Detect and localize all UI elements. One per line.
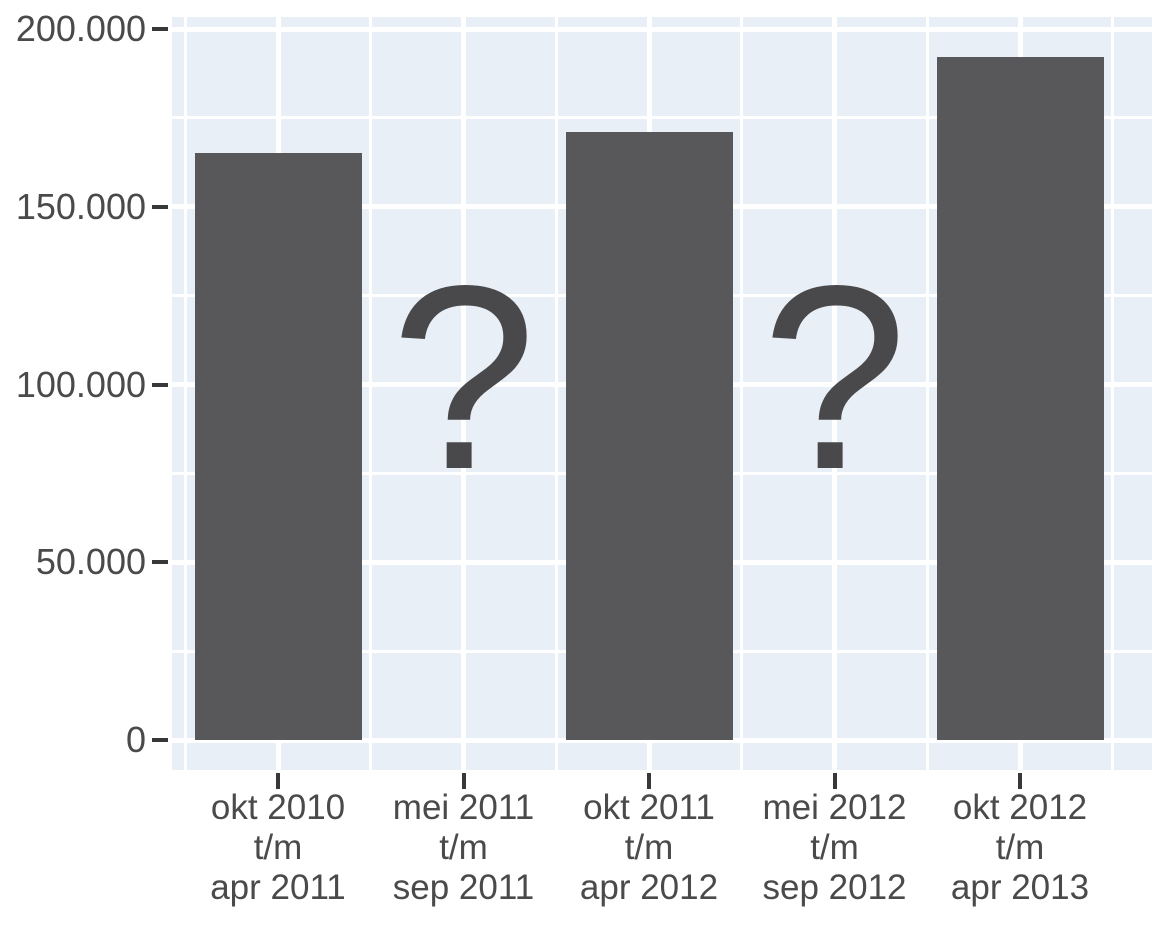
- y-tick-label: 200.000: [0, 9, 146, 49]
- gridline-minor-vertical: [926, 17, 929, 770]
- gridline-minor-vertical: [184, 17, 187, 770]
- bar-chart: ?? 050.000100.000150.000200.000 okt 2010…: [0, 0, 1152, 928]
- gridline-minor-vertical: [1111, 17, 1114, 770]
- gridline-minor-vertical: [555, 17, 558, 770]
- x-tick-mark: [833, 773, 837, 789]
- y-tick-label: 0: [0, 720, 146, 760]
- y-tick-mark: [152, 560, 168, 564]
- y-tick-mark: [152, 383, 168, 387]
- gridline-major-horizontal: [172, 27, 1152, 32]
- gridline-minor-vertical: [369, 17, 372, 770]
- x-tick-mark: [1018, 773, 1022, 789]
- x-tick-mark: [462, 773, 466, 789]
- bar: [195, 153, 362, 740]
- y-tick-mark: [152, 738, 168, 742]
- y-tick-mark: [152, 27, 168, 31]
- x-tick-mark: [647, 773, 651, 789]
- bar: [937, 57, 1104, 740]
- y-tick-label: 50.000: [0, 542, 146, 582]
- bar: [566, 132, 733, 740]
- x-tick-mark: [276, 773, 280, 789]
- missing-question-mark: ?: [762, 247, 908, 509]
- plot-area: ??: [172, 17, 1152, 770]
- y-tick-label: 100.000: [0, 365, 146, 405]
- missing-question-mark: ?: [391, 247, 537, 509]
- y-tick-mark: [152, 205, 168, 209]
- x-category-label: okt 2012 t/m apr 2013: [870, 788, 1152, 908]
- y-tick-label: 150.000: [0, 187, 146, 227]
- gridline-minor-vertical: [740, 17, 743, 770]
